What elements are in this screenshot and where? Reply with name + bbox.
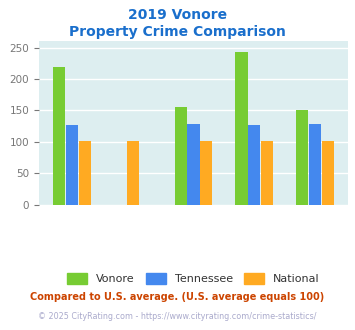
Bar	[200, 141, 212, 205]
Bar	[248, 125, 260, 205]
Text: 2019 Vonore: 2019 Vonore	[128, 8, 227, 22]
Bar	[66, 125, 78, 205]
Text: Compared to U.S. average. (U.S. average equals 100): Compared to U.S. average. (U.S. average …	[31, 292, 324, 302]
Bar	[78, 141, 91, 205]
Bar	[296, 110, 308, 205]
Bar	[322, 141, 334, 205]
Text: © 2025 CityRating.com - https://www.cityrating.com/crime-statistics/: © 2025 CityRating.com - https://www.city…	[38, 312, 317, 321]
Bar	[127, 141, 139, 205]
Bar	[261, 141, 273, 205]
Bar	[53, 67, 65, 205]
Bar	[235, 52, 247, 205]
Bar	[175, 107, 187, 205]
Text: Property Crime Comparison: Property Crime Comparison	[69, 25, 286, 39]
Bar	[187, 123, 200, 205]
Legend: Vonore, Tennessee, National: Vonore, Tennessee, National	[63, 269, 324, 289]
Bar	[309, 124, 321, 205]
